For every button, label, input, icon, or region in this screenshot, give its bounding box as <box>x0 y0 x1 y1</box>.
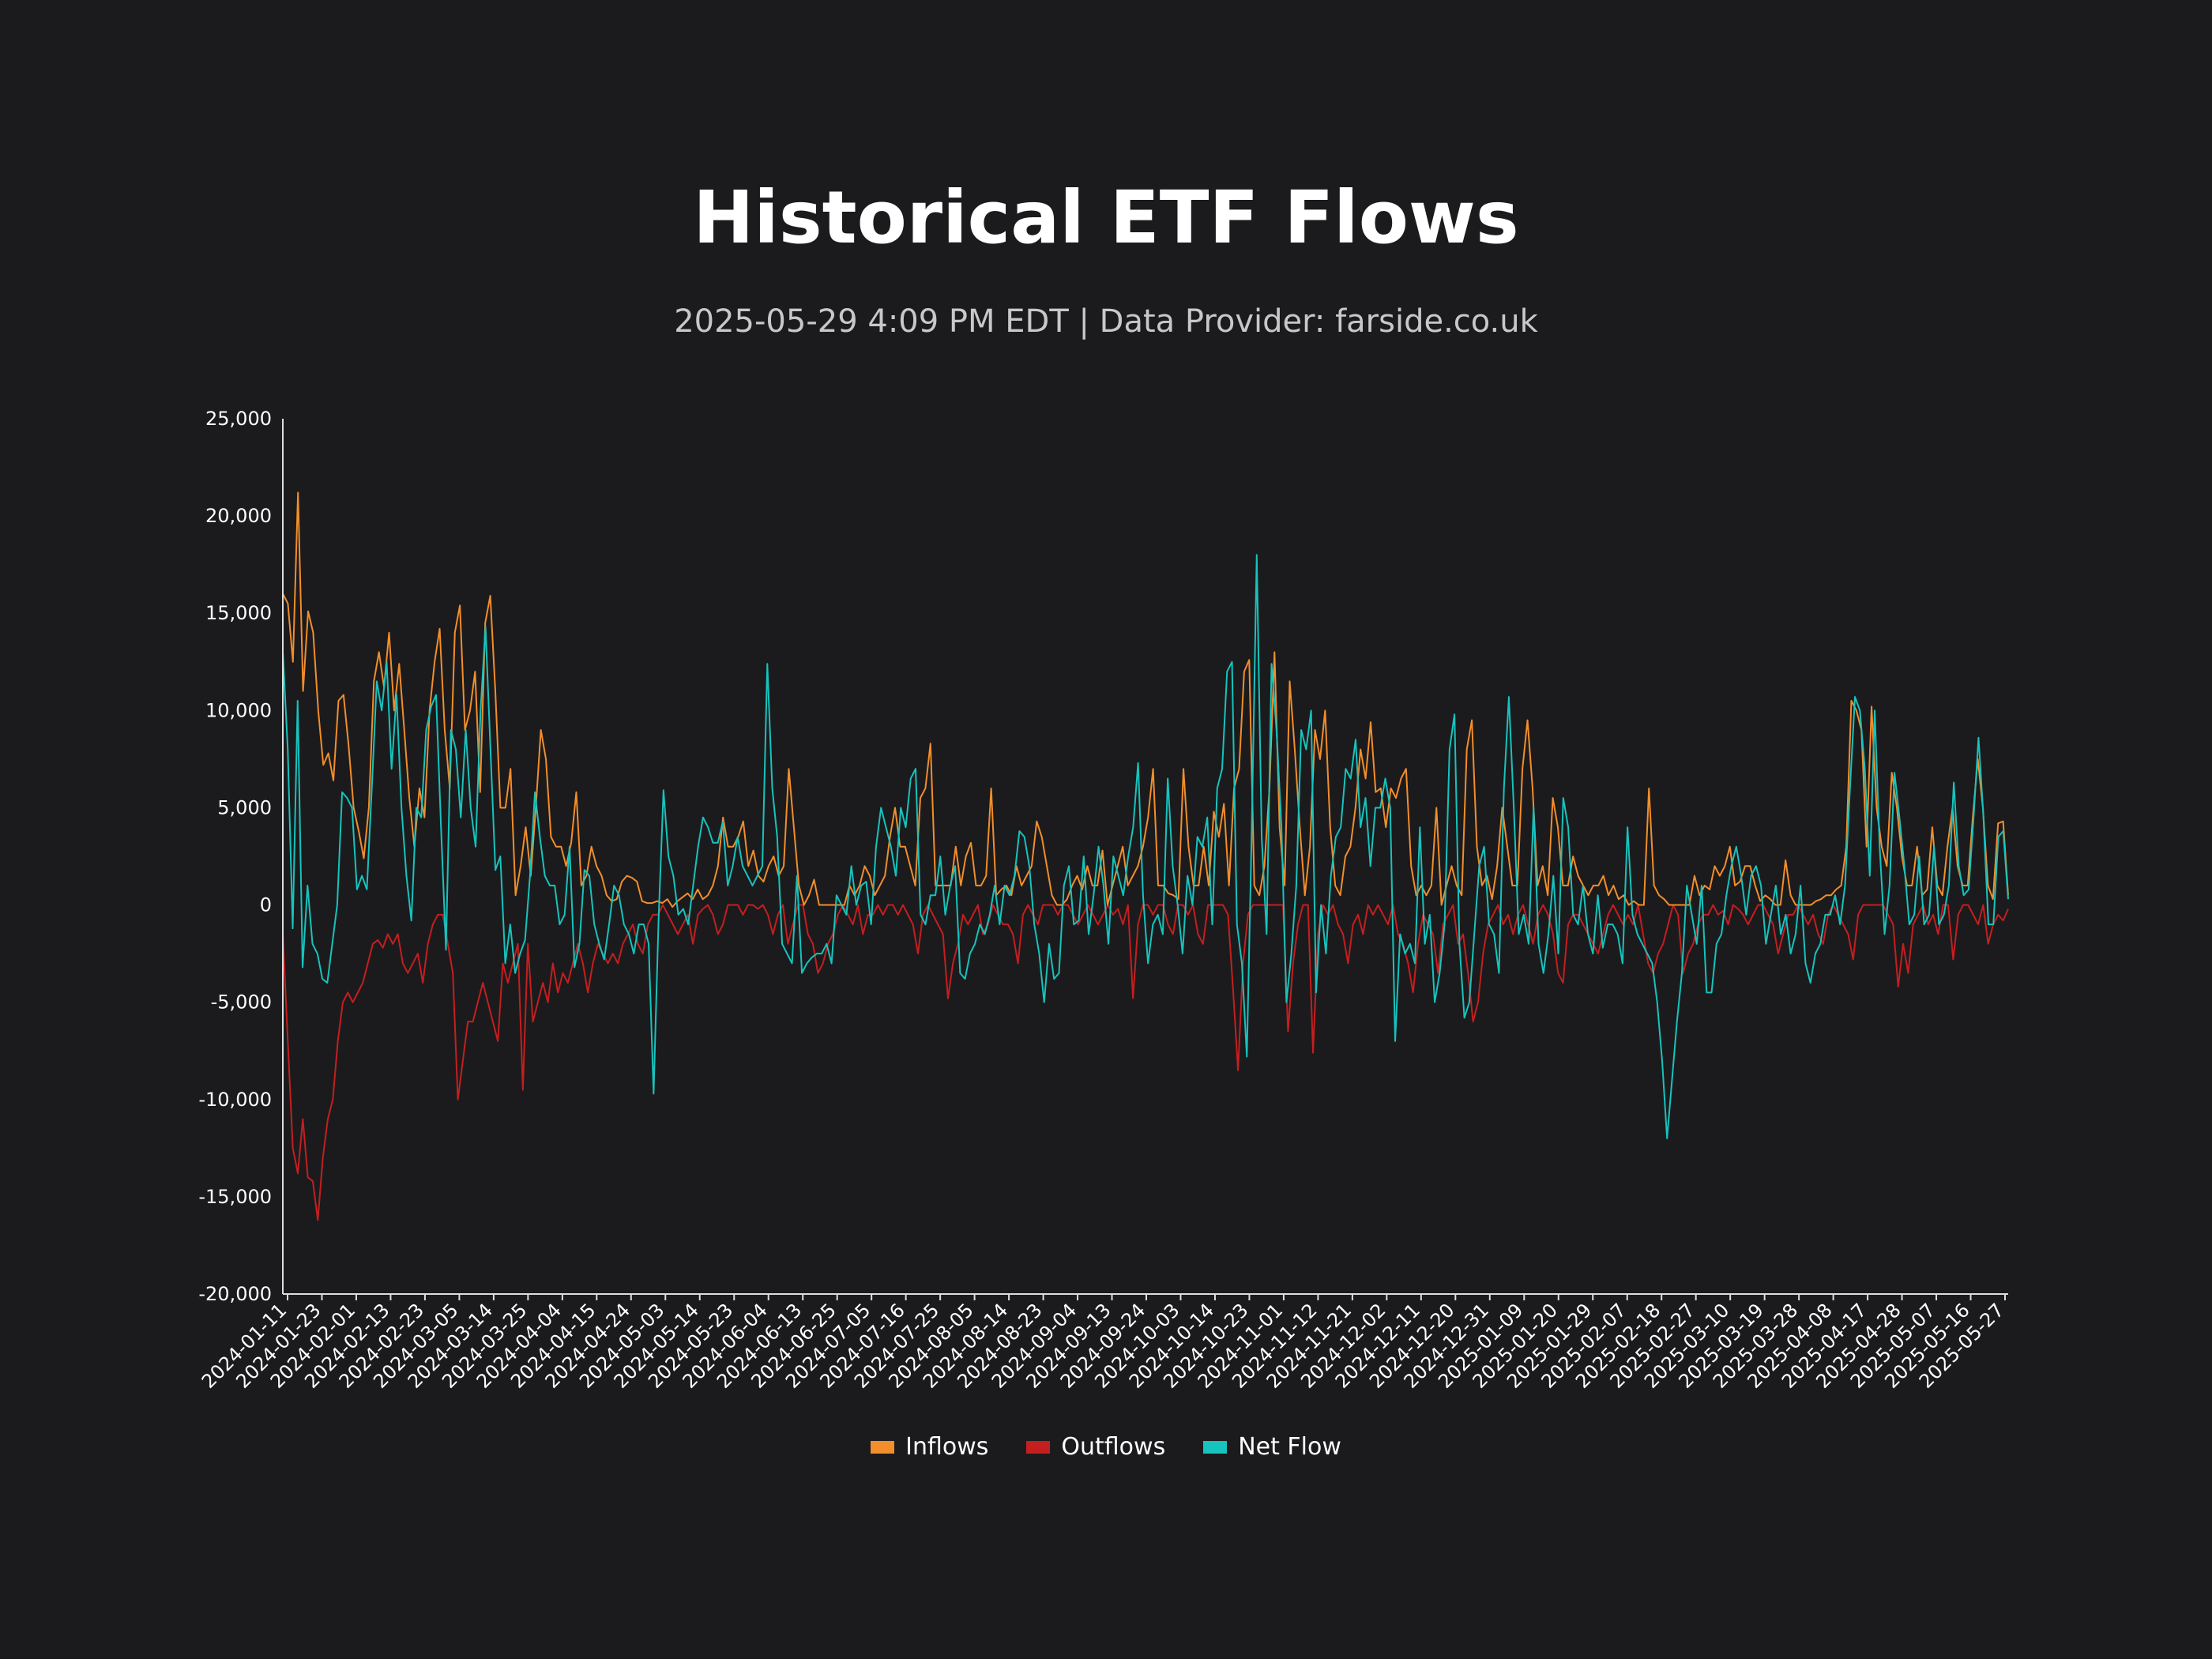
y-tick-label: -5,000 <box>211 991 272 1014</box>
legend-swatch <box>871 1440 895 1454</box>
y-tick-label: 15,000 <box>205 602 272 624</box>
series-line-inflows <box>282 491 2009 908</box>
y-tick-label: -10,000 <box>198 1089 272 1111</box>
legend-swatch <box>1026 1440 1051 1454</box>
legend-label: Net Flow <box>1238 1433 1341 1461</box>
legend-swatch <box>1203 1440 1228 1454</box>
legend-item-net-flow[interactable]: Net Flow <box>1203 1433 1341 1461</box>
legend-label: Inflows <box>905 1433 989 1461</box>
series-line-outflows <box>282 904 2009 1221</box>
y-tick-label: 10,000 <box>205 699 272 721</box>
legend-label: Outflows <box>1061 1433 1166 1461</box>
y-axis-ticks: -20,000 -15,000 -10,000 -5,000 0 5,000 10,000 1… <box>198 408 272 1305</box>
legend-item-outflows[interactable]: Outflows <box>1026 1433 1165 1461</box>
chart-subtitle: 2025-05-29 4:09 PM EDT | Data Provider: … <box>674 303 1538 340</box>
y-tick-label: 20,000 <box>205 505 272 527</box>
y-tick-label: -20,000 <box>198 1283 272 1305</box>
y-tick-label: -15,000 <box>198 1186 272 1208</box>
legend-item-inflows[interactable]: Inflows <box>871 1433 988 1461</box>
series-layer <box>282 491 2009 1221</box>
y-tick-label: 25,000 <box>205 408 272 430</box>
x-axis-ticks: 2024-01-112024-01-232024-02-012024-02-13… <box>198 1294 2008 1393</box>
y-tick-label: 0 <box>260 894 272 916</box>
y-tick-label: 5,000 <box>217 796 272 818</box>
legend: Inflows Outflows Net Flow <box>0 1433 2212 1461</box>
series-line-net-flow <box>282 554 2009 1140</box>
chart-title: Historical ETF Flows <box>693 175 1519 260</box>
